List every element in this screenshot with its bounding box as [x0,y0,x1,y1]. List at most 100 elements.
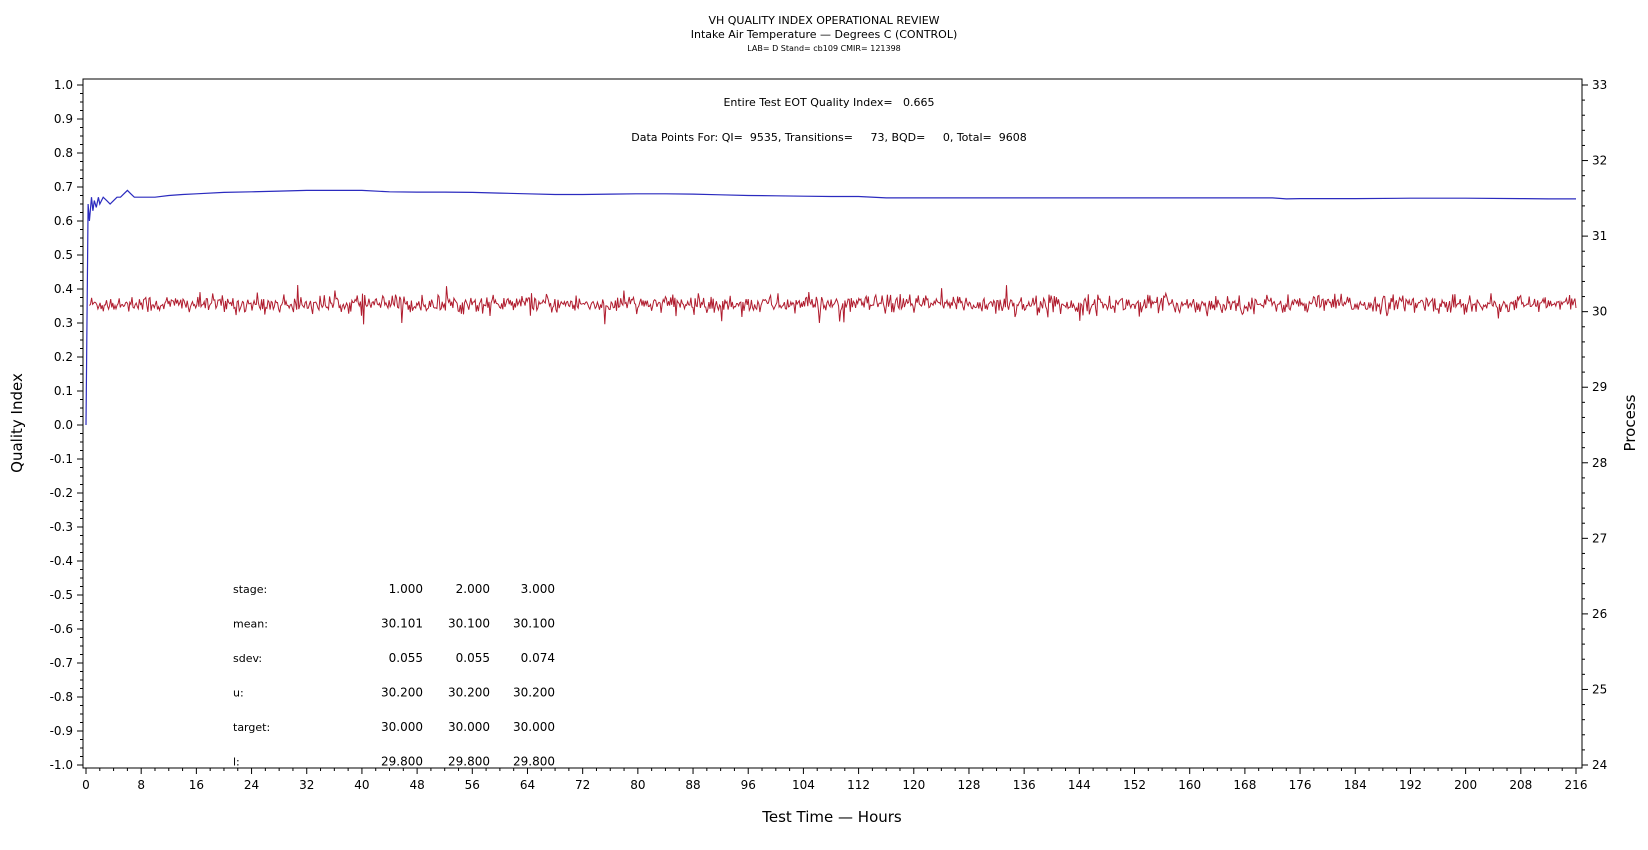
y-tick-label: 0.7 [54,180,73,194]
y2-axis-label: Process [1621,394,1639,451]
stats-row-value: 0.055 [456,651,490,665]
stats-table: stage: 1.000 2.000 3.000 mean: 30.101 30.100 30… [233,582,555,769]
y2-tick-label: 30 [1592,305,1607,319]
chart-subtitle-lab: LAB= D Stand= cb109 CMIR= 121398 [747,44,901,53]
stats-row-value: 2.000 [456,582,490,596]
x-tick-label: 0 [82,778,90,792]
x-tick-label: 136 [1013,778,1036,792]
stats-row-label: sdev: [233,652,262,665]
y2-tick-label: 25 [1592,682,1607,696]
x-tick-label: 128 [958,778,981,792]
x-tick-label: 184 [1344,778,1367,792]
x-tick-label: 216 [1565,778,1588,792]
plot-area-frame [82,78,1583,769]
x-tick-label: 8 [137,778,145,792]
y-tick-label: 0.5 [54,248,73,262]
x-tick-label: 40 [354,778,369,792]
y-axis-right: 33 32 31 30 29 28 27 26 25 24 [1582,78,1607,772]
annotation-data-points: Data Points For: QI= 9535, Transitions= … [631,131,1026,144]
stats-row-label: target: [233,721,270,734]
y-tick-label: -0.7 [50,656,73,670]
x-tick-label: 120 [902,778,925,792]
y-tick-label: -0.4 [50,554,73,568]
y2-tick-label: 31 [1592,229,1607,243]
stats-row-value: 30.200 [381,686,423,700]
y-tick-label: 0.9 [54,112,73,126]
stats-row-value: 30.200 [448,686,490,700]
y-tick-label: 0.6 [54,214,73,228]
chart-title: VH QUALITY INDEX OPERATIONAL REVIEW [708,14,939,27]
y2-tick-label: 28 [1592,456,1607,470]
y-tick-label: -0.9 [50,724,73,738]
stats-row-value: 29.800 [513,755,555,769]
y-tick-label: -0.8 [50,690,73,704]
stats-row-value: 29.800 [381,755,423,769]
y-tick-label: -1.0 [50,758,73,772]
x-tick-label: 176 [1289,778,1312,792]
x-tick-label: 200 [1454,778,1477,792]
chart-subtitle: Intake Air Temperature — Degrees C (CONT… [691,28,958,41]
x-tick-label: 32 [299,778,314,792]
stats-row-value: 30.000 [513,720,555,734]
stats-row-value: 30.000 [381,720,423,734]
x-tick-label: 64 [520,778,535,792]
stats-row-value: 1.000 [389,582,423,596]
y-tick-label: -0.1 [50,452,73,466]
stats-row-value: 0.055 [389,651,423,665]
y-axis-left: 1.0 0.9 0.8 0.7 0.6 0.5 0.4 0.3 0.2 0.1 0.0 -0.1 -0.… [50,78,83,772]
stats-row-value: 30.100 [513,617,555,631]
y-tick-label: 0.0 [54,418,73,432]
y2-tick-label: 29 [1592,380,1607,394]
y2-tick-label: 33 [1592,78,1607,92]
x-tick-label: 144 [1068,778,1091,792]
x-tick-label: 208 [1509,778,1532,792]
y2-tick-label: 26 [1592,607,1607,621]
x-axis-label: Test Time — Hours [761,808,902,826]
stats-row-value: 30.101 [381,617,423,631]
x-tick-label: 104 [792,778,815,792]
stats-row-value: 30.000 [448,720,490,734]
y-tick-label: 0.2 [54,350,73,364]
stats-row-value: 0.074 [521,651,555,665]
y-tick-label: -0.3 [50,520,73,534]
y2-tick-label: 27 [1592,531,1607,545]
x-tick-label: 72 [575,778,590,792]
y-tick-label: 0.4 [54,282,73,296]
stats-row-label: l: [233,756,240,769]
stats-row-value: 30.200 [513,686,555,700]
x-tick-label: 152 [1123,778,1146,792]
x-tick-label: 48 [409,778,424,792]
y-tick-label: 0.3 [54,316,73,330]
stats-row-value: 30.100 [448,617,490,631]
stats-row-label: u: [233,687,244,700]
x-tick-label: 80 [630,778,645,792]
stats-row-value: 29.800 [448,755,490,769]
y-tick-label: -0.5 [50,588,73,602]
y-tick-label: 1.0 [54,78,73,92]
x-tick-label: 168 [1233,778,1256,792]
stats-row-value: 3.000 [521,582,555,596]
process-series-line [89,284,1577,325]
x-tick-label: 192 [1399,778,1422,792]
x-tick-label: 16 [189,778,204,792]
x-tick-label: 112 [847,778,870,792]
y2-tick-label: 32 [1592,154,1607,168]
y2-tick-label: 24 [1592,758,1607,772]
x-tick-label: 88 [685,778,700,792]
y-tick-label: -0.2 [50,486,73,500]
x-tick-label: 24 [244,778,259,792]
series-layer [85,189,1577,426]
x-tick-label: 160 [1178,778,1201,792]
quality-index-series-line [85,189,1576,426]
x-axis: 0 8 16 24 32 40 48 56 64 72 80 88 96 104 112 120 128 136 1… [82,768,1587,792]
stats-row-label: stage: [233,583,267,596]
annotation-eot-quality-index: Entire Test EOT Quality Index= 0.665 [723,96,934,109]
x-tick-label: 96 [741,778,756,792]
y-tick-label: 0.8 [54,146,73,160]
y-tick-label: 0.1 [54,384,73,398]
y-axis-label: Quality Index [8,373,26,473]
y-tick-label: -0.6 [50,622,73,636]
x-tick-label: 56 [465,778,480,792]
